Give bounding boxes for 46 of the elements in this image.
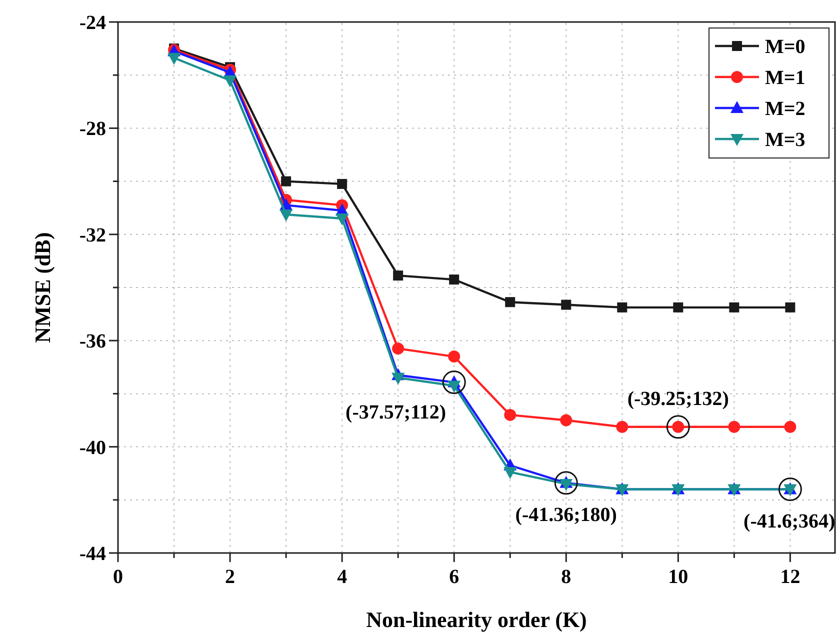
point xyxy=(784,420,796,433)
point xyxy=(336,213,349,226)
point xyxy=(504,467,517,480)
point xyxy=(392,372,405,385)
point xyxy=(280,209,293,222)
point xyxy=(505,297,516,308)
point xyxy=(337,178,348,189)
point xyxy=(785,302,796,312)
y-tick-label: -40 xyxy=(79,436,106,459)
legend-label: M=0 xyxy=(765,36,806,58)
point xyxy=(393,270,404,281)
x-tick-label: 4 xyxy=(337,566,348,588)
y-tick-label: -36 xyxy=(79,330,106,353)
legend-label: M=1 xyxy=(765,67,806,89)
x-tick-label: 0 xyxy=(113,566,123,588)
point xyxy=(224,75,237,88)
annotation: (-41.36;180) xyxy=(515,504,617,526)
point xyxy=(728,420,740,433)
y-tick-label: -28 xyxy=(79,118,106,140)
annotation: (-37.57;112) xyxy=(346,401,446,424)
point xyxy=(561,300,572,310)
point xyxy=(560,414,572,426)
x-axis-title: Non-linearity order (K) xyxy=(366,607,587,632)
x-tick-label: 12 xyxy=(780,566,800,588)
legend-label: M=3 xyxy=(765,129,806,151)
x-tick-label: 10 xyxy=(668,566,688,588)
point xyxy=(673,302,684,312)
point xyxy=(729,302,740,312)
point xyxy=(168,52,181,65)
point xyxy=(617,302,628,312)
x-tick-label: 6 xyxy=(449,566,460,588)
x-tick-label: 8 xyxy=(561,566,572,588)
y-axis-title: NMSE (dB) xyxy=(30,232,55,343)
point xyxy=(392,342,404,355)
point xyxy=(448,350,460,363)
x-tick-label: 2 xyxy=(225,566,236,588)
point xyxy=(449,274,460,285)
y-tick-label: -44 xyxy=(79,543,106,565)
y-tick-label: -32 xyxy=(79,224,106,246)
point xyxy=(504,408,516,421)
y-tick-label: -24 xyxy=(79,12,106,34)
point xyxy=(281,176,292,186)
annotation: (-41.6;364) xyxy=(744,510,836,532)
annotation: (-39.25;132) xyxy=(627,388,729,410)
point xyxy=(616,420,628,433)
legend-label: M=2 xyxy=(765,98,806,120)
